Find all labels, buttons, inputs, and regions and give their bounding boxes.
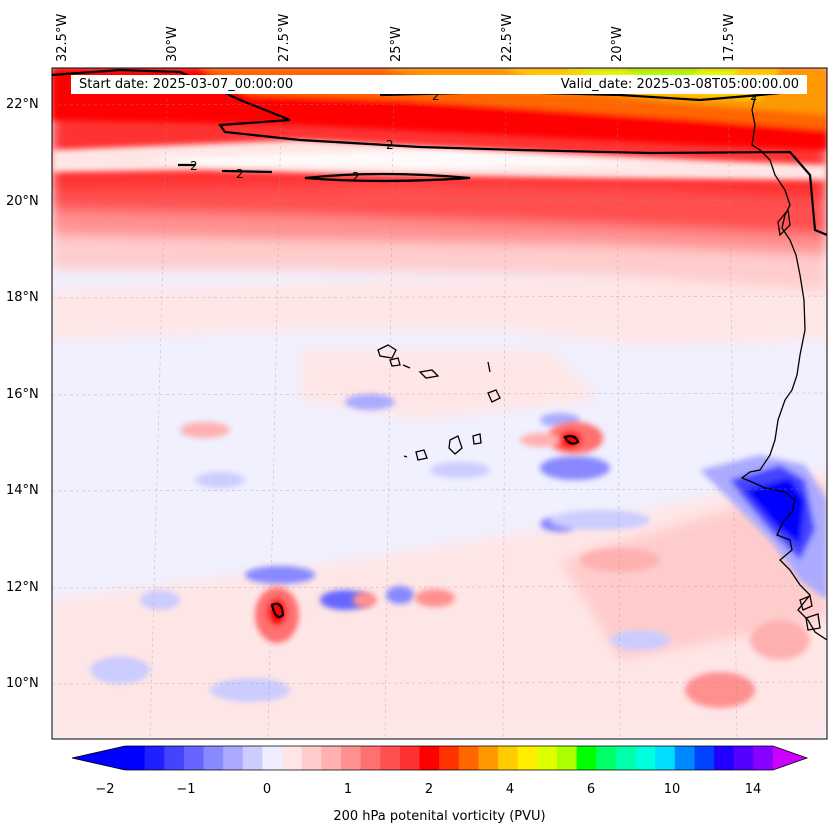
colorbar-tick-label: 6 — [586, 782, 596, 797]
colorbar-tick-label: 1 — [343, 782, 353, 797]
colorbar-tick-label: 14 — [744, 782, 762, 797]
lat-label: 10°N — [6, 676, 39, 691]
colorbar-swatch — [301, 746, 322, 770]
colorbar-swatch — [733, 746, 754, 770]
colorbar-tick-label: −2 — [95, 782, 115, 797]
colorbar-swatch — [635, 746, 656, 770]
lat-label: 20°N — [6, 194, 39, 209]
colorbar-over-arrow — [773, 746, 807, 770]
pv-field: 2 2 2 2 2 2 — [52, 68, 827, 739]
lon-label: 17.5°W — [722, 13, 737, 62]
colorbar-swatch — [380, 746, 401, 770]
colorbar-swatch — [596, 746, 617, 770]
contour-label: 2 — [432, 89, 440, 103]
colorbar-swatch — [125, 746, 146, 770]
colorbar-tick-label: 4 — [505, 782, 515, 797]
colorbar-swatch — [203, 746, 224, 770]
colorbar-title: 200 hPa potenital vorticity (PVU) — [333, 809, 546, 824]
lat-label: 12°N — [6, 580, 39, 595]
colorbar-swatch — [164, 746, 185, 770]
colorbar-swatch — [557, 746, 578, 770]
contour-label: 2 — [386, 138, 394, 152]
lat-label: 22°N — [6, 97, 39, 112]
colorbar-swatch — [615, 746, 637, 770]
colorbar-swatch — [674, 746, 695, 770]
contour-label: 2 — [236, 167, 244, 181]
colorbar-swatch — [399, 746, 421, 770]
pv-contour-labels: 2 2 2 2 2 2 — [190, 89, 758, 184]
colorbar — [71, 745, 809, 771]
lat-label: 16°N — [6, 387, 39, 402]
valid-date-label: Valid_date: 2025-03-08T05:00:00.00 — [560, 77, 799, 92]
colorbar-swatch — [262, 746, 283, 770]
colorbar-swatch — [419, 746, 440, 770]
colorbar-swatch — [360, 746, 381, 770]
graticule — [52, 68, 827, 739]
colorbar-tick-label: −1 — [176, 782, 196, 797]
colorbar-swatch — [753, 746, 774, 770]
lon-label: 32.5°W — [55, 13, 70, 62]
colorbar-swatch — [223, 746, 244, 770]
colorbar-swatch — [144, 746, 165, 770]
colorbar-swatch — [694, 746, 715, 770]
colorbar-swatch — [498, 746, 519, 770]
colorbar-swatch — [341, 746, 362, 770]
colorbar-swatch — [537, 746, 558, 770]
colorbar-tick-label: 0 — [262, 782, 272, 797]
contour-label: 2 — [352, 170, 360, 184]
colorbar-swatch — [517, 746, 538, 770]
colorbar-swatch — [282, 746, 303, 770]
contour-label: 2 — [750, 89, 758, 103]
colorbar-outline — [71, 745, 809, 771]
colorbar-tick-label: 10 — [663, 782, 681, 797]
lon-label: 30°W — [165, 26, 180, 62]
map-frame — [51, 67, 828, 740]
lon-label: 27.5°W — [277, 13, 292, 62]
colorbar-swatch — [242, 746, 263, 770]
colorbar-swatch — [478, 746, 499, 770]
lon-label: 25°W — [389, 26, 404, 62]
colorbar-swatch — [655, 746, 676, 770]
colorbar-swatch — [183, 746, 205, 770]
colorbar-swatch — [458, 746, 479, 770]
colorbar-swatch — [321, 746, 342, 770]
cape-verde-islands — [377, 344, 501, 461]
lat-label: 14°N — [6, 483, 39, 498]
lon-label: 22.5°W — [500, 13, 515, 62]
colorbar-under-arrow — [72, 746, 125, 770]
colorbar-swatch — [439, 746, 460, 770]
colorbar-swatch — [576, 746, 597, 770]
lon-label: 20°W — [610, 26, 625, 62]
contour-label: 2 — [190, 159, 198, 173]
colorbar-tick-label: 2 — [424, 782, 434, 797]
colorbar-swatch — [714, 746, 735, 770]
coastline — [740, 89, 827, 641]
date-info-box: Start date: 2025-03-07_00:00:00 Valid_da… — [71, 75, 807, 94]
start-date-label: Start date: 2025-03-07_00:00:00 — [79, 77, 294, 92]
lat-label: 18°N — [6, 290, 39, 305]
